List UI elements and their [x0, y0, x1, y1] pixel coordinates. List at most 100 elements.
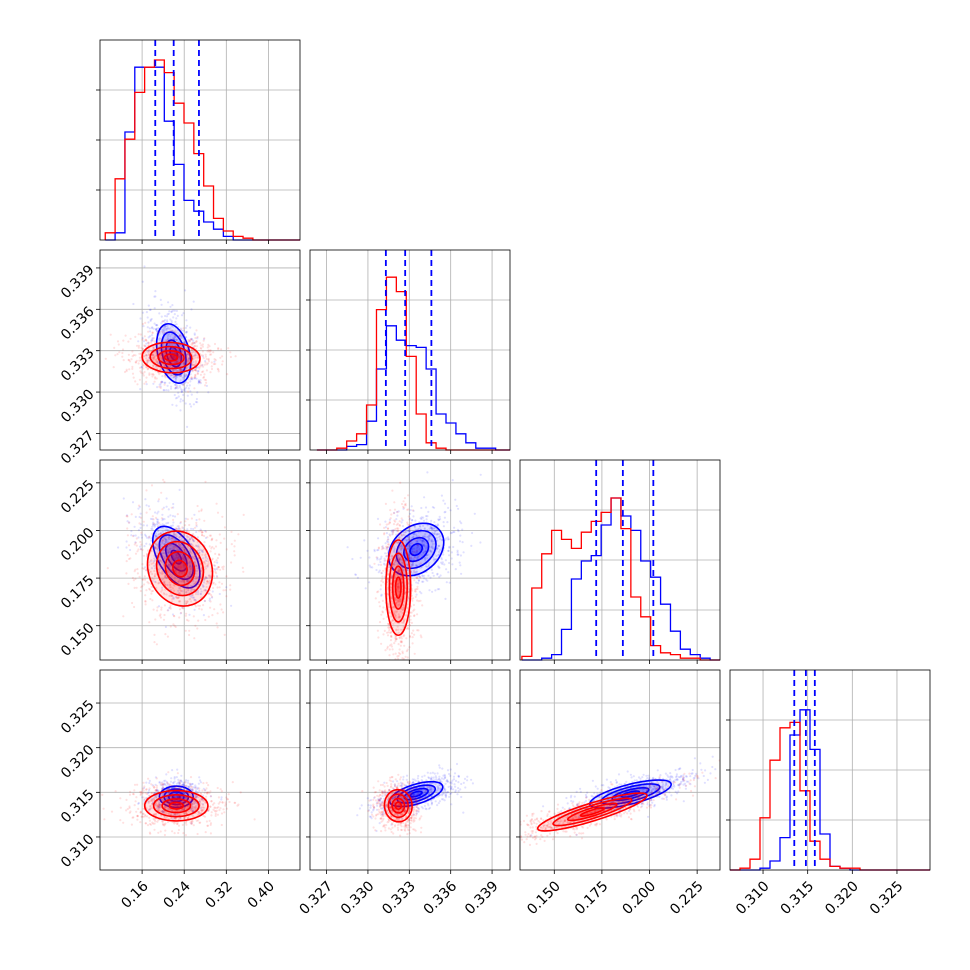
scatter-point — [182, 363, 186, 366]
scatter-point — [182, 352, 185, 355]
scatter-point — [131, 601, 134, 605]
scatter-point — [233, 550, 236, 553]
scatter-point — [180, 339, 183, 342]
scatter-point — [187, 390, 190, 393]
scatter-point — [214, 568, 217, 571]
scatter-point — [417, 582, 420, 585]
scatter-point — [155, 358, 158, 361]
scatter-point — [192, 350, 195, 353]
scatter-point — [173, 313, 176, 316]
scatter-point — [177, 542, 181, 545]
scatter-point — [152, 524, 155, 527]
scatter-point — [193, 342, 196, 345]
scatter-point — [134, 361, 137, 364]
scatter-point — [187, 530, 190, 534]
scatter-point — [139, 512, 142, 515]
scatter-point — [438, 575, 441, 579]
scatter-point — [180, 388, 183, 391]
scatter-point — [141, 347, 144, 350]
scatter-point — [171, 343, 174, 346]
scatter-point — [174, 365, 177, 368]
scatter-point — [174, 387, 177, 390]
scatter-point — [406, 521, 409, 524]
scatter-point — [193, 513, 196, 516]
scatter-point — [479, 541, 482, 544]
scatter-point — [379, 588, 382, 591]
scatter-point — [178, 357, 181, 360]
scatter-point — [377, 563, 380, 566]
scatter-point — [193, 526, 197, 529]
scatter-point — [415, 581, 418, 584]
scatter-point — [131, 535, 135, 538]
scatter-point — [404, 666, 406, 668]
scatter-point — [195, 329, 198, 332]
scatter-point — [426, 515, 429, 518]
scatter-point — [392, 653, 395, 656]
scatter-point — [198, 551, 201, 555]
scatter-point — [167, 508, 170, 511]
scatter-point — [212, 586, 215, 590]
scatter-panel — [96, 249, 301, 454]
scatter-point — [179, 546, 182, 549]
scatter-point — [405, 637, 408, 640]
scatter-point — [152, 356, 156, 359]
scatter-point — [188, 565, 191, 568]
scatter-point — [155, 328, 158, 332]
scatter-point — [172, 316, 175, 319]
contour-red — [149, 345, 193, 370]
scatter-point — [153, 380, 156, 383]
scatter-point — [163, 389, 166, 392]
scatter-point — [181, 357, 184, 360]
scatter-point — [177, 373, 180, 376]
scatter-point — [384, 520, 387, 523]
scatter-point — [170, 537, 174, 540]
scatter-point — [135, 359, 138, 362]
scatter-point — [182, 327, 185, 330]
scatter-point — [145, 383, 148, 386]
scatter-point — [152, 382, 155, 385]
scatter-point — [375, 556, 378, 559]
scatter-point — [187, 387, 190, 390]
scatter-point — [169, 780, 173, 783]
scatter-point — [134, 552, 138, 555]
scatter-point — [146, 350, 149, 353]
scatter-point — [175, 386, 178, 389]
scatter-point — [175, 309, 178, 312]
scatter-point — [172, 369, 175, 372]
scatter-point — [182, 555, 185, 558]
scatter-point — [174, 351, 177, 355]
scatter-point — [210, 361, 213, 364]
scatter-point — [151, 339, 154, 342]
scatter-point — [106, 567, 109, 570]
scatter-point — [185, 319, 188, 322]
scatter-point — [210, 593, 213, 597]
scatter-point — [190, 570, 193, 573]
scatter-panel — [306, 459, 511, 668]
scatter-point — [376, 558, 379, 561]
scatter-point — [159, 382, 162, 385]
scatter-point — [381, 575, 384, 578]
scatter-point — [161, 541, 164, 544]
scatter-point — [459, 534, 462, 537]
scatter-point — [151, 532, 154, 535]
scatter-point — [171, 356, 174, 359]
density-fill — [158, 350, 185, 365]
scatter-point — [359, 556, 362, 559]
scatter-point — [225, 595, 228, 598]
scatter-point — [166, 635, 169, 638]
scatter-point — [377, 636, 380, 639]
scatter-point — [155, 377, 158, 380]
scatter-point — [168, 573, 171, 577]
scatter-point — [152, 345, 155, 349]
scatter-point — [161, 542, 164, 545]
scatter-point — [138, 359, 141, 362]
scatter-point — [139, 547, 142, 551]
scatter-point — [389, 509, 392, 512]
scatter-point — [388, 644, 392, 647]
scatter-point — [411, 599, 414, 602]
scatter-point — [165, 538, 168, 541]
scatter-panel — [96, 459, 301, 664]
scatter-point — [153, 525, 156, 528]
scatter-point — [176, 513, 179, 516]
scatter-point — [187, 359, 190, 362]
